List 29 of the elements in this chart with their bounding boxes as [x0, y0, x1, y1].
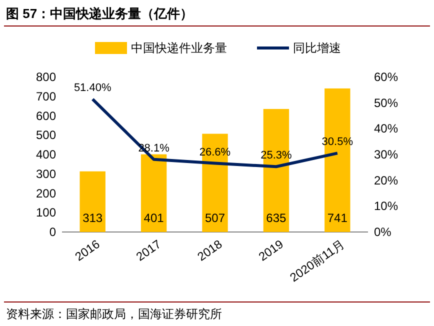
data-label: 401	[144, 211, 164, 225]
chart-title: 图 57：中国快递业务量（亿件）	[6, 6, 194, 21]
legend-label: 同比增速	[293, 41, 341, 55]
y2-tick-label: 60%	[374, 70, 398, 84]
bar	[80, 171, 106, 232]
y-tick-label: 0	[49, 225, 56, 239]
y-tick-label: 300	[36, 166, 56, 181]
data-label: 507	[204, 211, 226, 225]
y-tick-label: 200	[36, 186, 56, 200]
y2-tick-label: 50%	[374, 96, 398, 110]
y-tick-label: 700	[36, 89, 56, 104]
y2-tick-label: 40%	[374, 122, 398, 136]
y2-tick-label: 10%	[374, 199, 398, 214]
text: 资料来源：国家邮政局，国海证券研究所	[6, 307, 222, 321]
legend-label: 中国快递件业务量	[131, 41, 227, 55]
y-tick-label: 100	[36, 206, 56, 220]
y-tick-label: 400	[36, 148, 56, 162]
data-label: 51.40%	[74, 82, 112, 94]
bar	[263, 108, 290, 232]
y-tick-label: 600	[36, 108, 56, 123]
data-label: 635	[266, 211, 287, 225]
bar	[140, 154, 167, 232]
y2-tick-label: 30%	[374, 148, 398, 162]
y2-tick-label: 20%	[374, 173, 398, 188]
y-tick-label: 800	[36, 70, 56, 84]
y2-tick-label: 0%	[374, 225, 392, 239]
y-tick-label: 500	[36, 128, 56, 142]
data-label: 313	[82, 211, 103, 225]
data-label: 741	[327, 211, 348, 225]
